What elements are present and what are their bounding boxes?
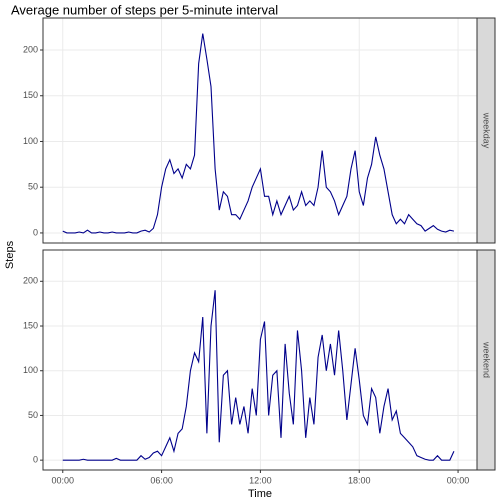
- strip: [476, 249, 496, 471]
- chart-title: Average number of steps per 5-minute int…: [11, 2, 278, 17]
- x-tick-label: 18:00: [348, 475, 371, 485]
- line: [62, 290, 455, 461]
- strip: [476, 17, 496, 244]
- y-tick-label: 50: [28, 410, 38, 420]
- x-tick-label: 06:00: [150, 475, 173, 485]
- y-tick-label: 150: [23, 90, 38, 100]
- strip-label: weekend: [482, 341, 492, 378]
- y-tick-label: 200: [23, 44, 38, 54]
- y-tick-label: 50: [28, 182, 38, 192]
- y-tick-label: 150: [23, 320, 38, 330]
- y-tick-label: 100: [23, 136, 38, 146]
- x-tick-label: 00:00: [51, 475, 74, 485]
- strip-label: weekday: [482, 112, 492, 149]
- x-tick-label: 12:00: [249, 475, 272, 485]
- line: [62, 33, 455, 234]
- y-axis-title: Steps: [4, 240, 16, 269]
- x-tick-label: 00:00: [447, 475, 470, 485]
- x-axis-title: Time: [248, 488, 272, 500]
- y-tick-label: 100: [23, 365, 38, 375]
- y-tick-label: 0: [33, 227, 38, 237]
- y-tick-label: 200: [23, 276, 38, 286]
- y-tick-label: 0: [33, 455, 38, 465]
